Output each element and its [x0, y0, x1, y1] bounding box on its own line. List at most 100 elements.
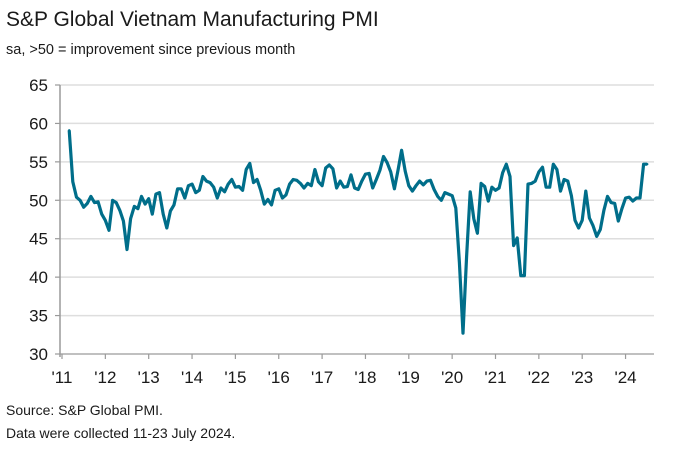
data-point — [89, 195, 93, 198]
data-point — [552, 162, 555, 166]
data-point — [86, 202, 89, 205]
data-point — [505, 162, 508, 166]
data-point — [378, 169, 382, 172]
y-tick-label: 30 — [29, 345, 48, 364]
data-point — [122, 219, 125, 223]
data-point — [631, 199, 634, 203]
data-point — [190, 182, 194, 186]
data-point — [602, 209, 606, 212]
x-tick-label: '17 — [311, 368, 333, 387]
data-point — [411, 189, 414, 193]
x-tick-label: '16 — [268, 368, 290, 387]
data-point — [169, 209, 172, 213]
x-tick-label: '22 — [528, 368, 550, 387]
y-tick-label: 35 — [29, 307, 48, 326]
collection-note: Data were collected 11-23 July 2024. — [6, 425, 235, 441]
data-point — [68, 129, 71, 132]
data-point — [620, 207, 624, 210]
data-point — [273, 189, 277, 192]
data-point — [469, 190, 472, 194]
data-point — [393, 187, 396, 190]
data-point — [566, 179, 569, 183]
x-tick-label: '14 — [181, 368, 203, 387]
data-point — [277, 187, 280, 190]
x-tick-label: '23 — [571, 368, 593, 387]
data-point — [360, 179, 364, 183]
data-point — [154, 192, 158, 196]
data-point — [613, 202, 616, 205]
y-tick-label: 50 — [29, 191, 48, 210]
data-point — [422, 183, 425, 187]
data-point — [284, 193, 288, 197]
data-point — [183, 196, 187, 200]
data-point — [617, 219, 620, 223]
data-point — [328, 163, 331, 167]
data-point — [292, 178, 295, 181]
data-point — [595, 235, 598, 238]
data-point — [440, 199, 443, 202]
data-point — [577, 226, 580, 230]
data-point — [198, 189, 201, 192]
data-point — [241, 189, 244, 192]
data-point — [266, 198, 270, 201]
data-point — [151, 212, 154, 216]
data-point — [96, 200, 100, 204]
data-point — [230, 178, 233, 181]
data-point — [534, 179, 537, 183]
data-point — [523, 274, 526, 277]
data-point — [512, 244, 515, 247]
data-point — [338, 179, 342, 183]
data-point — [382, 155, 385, 158]
data-point — [310, 184, 313, 187]
data-point — [331, 167, 335, 170]
data-point — [176, 187, 179, 190]
data-point — [458, 261, 461, 264]
data-point — [548, 186, 551, 189]
data-point — [479, 182, 483, 185]
data-point — [270, 203, 273, 207]
data-point — [537, 170, 541, 174]
data-point — [100, 212, 103, 216]
data-point — [259, 189, 262, 192]
data-point — [288, 182, 291, 186]
data-point — [638, 196, 642, 200]
data-point — [490, 186, 494, 189]
data-point — [461, 332, 465, 335]
data-point — [245, 168, 248, 171]
data-point — [129, 217, 132, 220]
data-point — [317, 180, 320, 184]
data-point — [454, 206, 457, 210]
data-point — [429, 179, 432, 182]
data-point — [302, 186, 306, 190]
data-point — [414, 184, 418, 187]
data-point — [487, 199, 490, 203]
data-point — [255, 178, 259, 181]
data-point — [299, 182, 302, 185]
data-point — [570, 194, 573, 197]
y-tick-label: 55 — [29, 153, 48, 172]
x-tick-label: '21 — [484, 368, 506, 387]
data-point — [385, 161, 389, 164]
data-point — [346, 185, 349, 188]
data-point — [313, 168, 317, 171]
data-point — [501, 171, 504, 174]
source-note: Source: S&P Global PMI. — [6, 402, 163, 418]
data-point — [140, 195, 143, 198]
data-point — [588, 216, 591, 220]
data-point — [624, 196, 627, 200]
data-point — [180, 187, 183, 190]
data-point — [114, 201, 118, 204]
data-point — [627, 196, 631, 199]
data-point — [418, 179, 421, 183]
data-point — [530, 182, 533, 185]
data-point — [526, 182, 530, 186]
data-point — [237, 185, 241, 188]
data-point — [353, 186, 356, 190]
data-point — [223, 190, 226, 194]
data-point — [295, 179, 299, 182]
x-tick-label: '11 — [52, 368, 73, 387]
data-point — [107, 229, 111, 232]
data-point — [544, 186, 548, 189]
data-point — [375, 178, 378, 181]
data-point — [519, 274, 522, 277]
